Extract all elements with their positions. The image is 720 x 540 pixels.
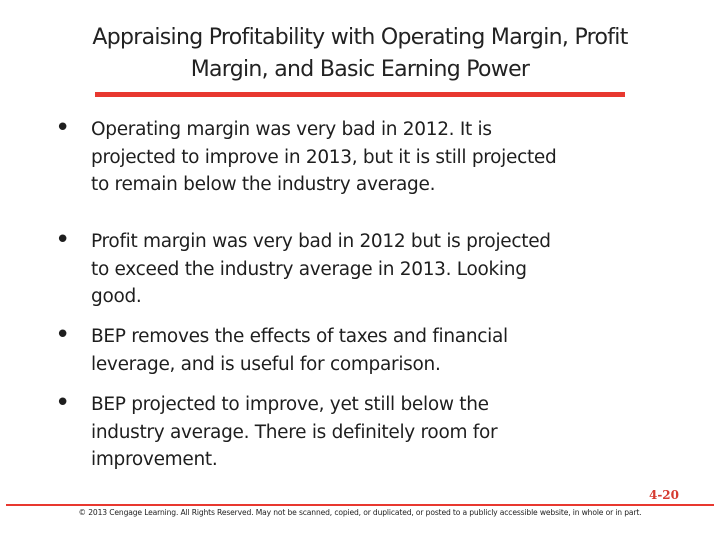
bullet-text-line: to remain below the industry average.	[91, 174, 436, 195]
bullet-text-line: to exceed the industry average in 2013. …	[91, 258, 527, 280]
bullet-item-operating-margin: • Operating margin was very bad in 2012.…	[52, 113, 672, 228]
bullet-text-line: BEP projected to improve, yet still belo…	[91, 394, 489, 415]
copyright-notice: © 2013 Cengage Learning. All Rights Rese…	[78, 508, 642, 517]
bullet-text-line: Profit margin was very bad in 2012 but i…	[91, 231, 551, 252]
slide-title: Appraising Profitability with Operating …	[20, 22, 700, 86]
bullet-dot-icon: •	[55, 225, 71, 255]
bullet-text-line: leverage, and is useful for comparison.	[91, 353, 441, 375]
bullet-text-line: projected to improve in 2013, but it is …	[91, 146, 557, 168]
bullet-dot-icon: •	[55, 388, 71, 418]
bullet-text-line: improvement.	[91, 449, 218, 470]
bullet-item-bep-projection: • BEP projected to improve, yet still be…	[52, 388, 672, 475]
bullet-text-line: Operating margin was very bad in 2012. I…	[91, 119, 492, 140]
footer-divider	[6, 504, 714, 506]
bullet-text-line: good.	[91, 286, 142, 307]
title-underline	[95, 92, 625, 97]
slide-title-line-2: Margin, and Basic Earning Power	[190, 57, 530, 82]
bullet-item-profit-margin: • Profit margin was very bad in 2012 but…	[52, 225, 672, 323]
bullet-list: • Operating margin was very bad in 2012.…	[52, 113, 672, 475]
bullet-dot-icon: •	[55, 320, 71, 350]
bullet-text-line: BEP removes the effects of taxes and fin…	[91, 326, 508, 347]
bullet-text-line: industry average. There is definitely ro…	[91, 421, 498, 443]
bullet-dot-icon: •	[55, 113, 71, 143]
slide-number: 4-20	[648, 488, 679, 502]
bullet-item-bep-effects: • BEP removes the effects of taxes and f…	[52, 320, 672, 391]
slide-title-line-1: Appraising Profitability with Operating …	[92, 25, 628, 50]
